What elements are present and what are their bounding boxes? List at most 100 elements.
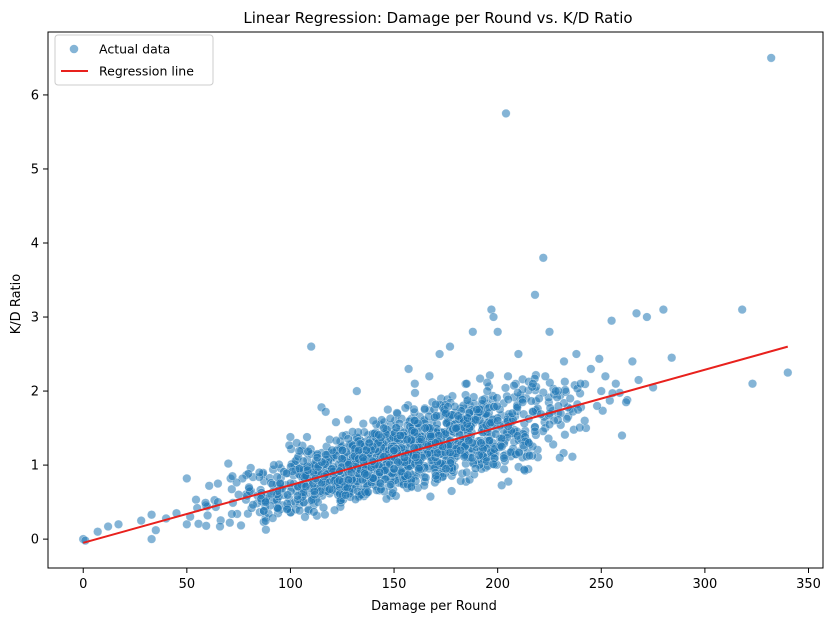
data-point xyxy=(596,386,606,396)
data-point xyxy=(410,379,420,389)
data-point xyxy=(509,381,519,391)
data-point xyxy=(182,473,192,483)
data-point xyxy=(472,405,482,415)
data-point xyxy=(403,470,413,480)
data-point xyxy=(737,305,747,315)
data-point xyxy=(343,414,353,425)
data-point xyxy=(503,371,513,381)
data-point xyxy=(524,451,534,461)
data-point xyxy=(225,518,235,528)
chart-title: Linear Regression: Damage per Round vs. … xyxy=(243,9,632,27)
data-point xyxy=(747,379,758,389)
data-point xyxy=(453,411,463,421)
y-tick-label-6: 6 xyxy=(31,88,39,103)
data-point xyxy=(93,527,103,537)
data-point xyxy=(530,426,540,436)
data-point xyxy=(227,484,237,494)
data-point xyxy=(395,430,405,441)
data-point xyxy=(567,452,577,462)
x-tick-label-0: 0 xyxy=(79,577,87,592)
data-point xyxy=(348,427,358,437)
data-point xyxy=(555,453,565,463)
data-point xyxy=(534,393,544,404)
data-point xyxy=(285,432,295,442)
y-tick-label-2: 2 xyxy=(31,385,39,400)
data-point xyxy=(658,305,668,315)
data-point xyxy=(334,475,344,485)
y-tick-label-3: 3 xyxy=(31,311,39,326)
data-point xyxy=(227,471,237,481)
data-point xyxy=(268,513,278,523)
x-tick-label-250: 250 xyxy=(589,577,614,592)
data-point xyxy=(303,446,313,456)
data-point xyxy=(580,416,590,426)
data-point xyxy=(113,519,124,529)
data-point xyxy=(391,423,401,433)
legend-marker-actual-data xyxy=(69,44,79,54)
data-point xyxy=(528,407,538,417)
data-point xyxy=(273,504,283,514)
data-point xyxy=(364,438,374,448)
data-point xyxy=(543,433,554,444)
data-point xyxy=(300,512,310,522)
data-point xyxy=(136,516,146,526)
data-point xyxy=(425,492,435,502)
data-point xyxy=(318,503,329,513)
data-point xyxy=(409,427,420,437)
data-point xyxy=(254,467,264,478)
data-point xyxy=(363,487,373,497)
data-point xyxy=(514,448,524,458)
data-point xyxy=(327,445,337,455)
data-point xyxy=(462,467,472,477)
data-point xyxy=(392,408,402,418)
data-point xyxy=(232,477,242,488)
data-point xyxy=(642,312,652,322)
data-point xyxy=(492,393,502,403)
data-point xyxy=(501,108,511,118)
y-tick-label-5: 5 xyxy=(31,162,39,177)
data-point xyxy=(447,486,457,496)
data-point xyxy=(227,509,237,519)
legend-box xyxy=(54,34,214,86)
data-point xyxy=(667,353,677,363)
data-point xyxy=(488,312,499,322)
data-point xyxy=(571,349,581,359)
data-point xyxy=(151,525,161,535)
data-point xyxy=(631,308,642,318)
data-point xyxy=(368,416,378,426)
x-tick-label-150: 150 xyxy=(382,577,407,592)
data-point xyxy=(215,521,225,532)
data-point xyxy=(497,480,507,490)
data-point xyxy=(298,456,308,466)
data-point xyxy=(500,383,511,393)
data-point xyxy=(431,399,441,409)
regression-line-layer xyxy=(82,345,789,544)
data-point xyxy=(559,356,569,366)
data-point xyxy=(204,481,214,491)
data-point xyxy=(358,453,368,463)
data-point xyxy=(402,435,412,445)
data-point xyxy=(410,416,420,426)
data-point xyxy=(321,450,331,460)
data-point xyxy=(244,482,254,492)
data-point xyxy=(261,525,271,535)
data-point xyxy=(482,386,492,396)
data-point xyxy=(492,401,502,411)
data-point xyxy=(519,465,529,475)
x-tick-label-350: 350 xyxy=(796,577,821,592)
data-point xyxy=(451,423,461,433)
data-point xyxy=(303,465,313,475)
data-point xyxy=(223,459,233,469)
data-point xyxy=(431,411,442,421)
regression-line xyxy=(82,345,789,544)
data-point xyxy=(411,452,421,462)
data-point xyxy=(147,534,157,544)
data-point xyxy=(513,349,523,359)
data-point xyxy=(562,414,572,424)
data-point xyxy=(611,379,621,389)
data-point xyxy=(103,521,113,532)
data-point xyxy=(385,413,395,424)
data-point xyxy=(464,436,474,446)
data-point xyxy=(576,379,586,389)
